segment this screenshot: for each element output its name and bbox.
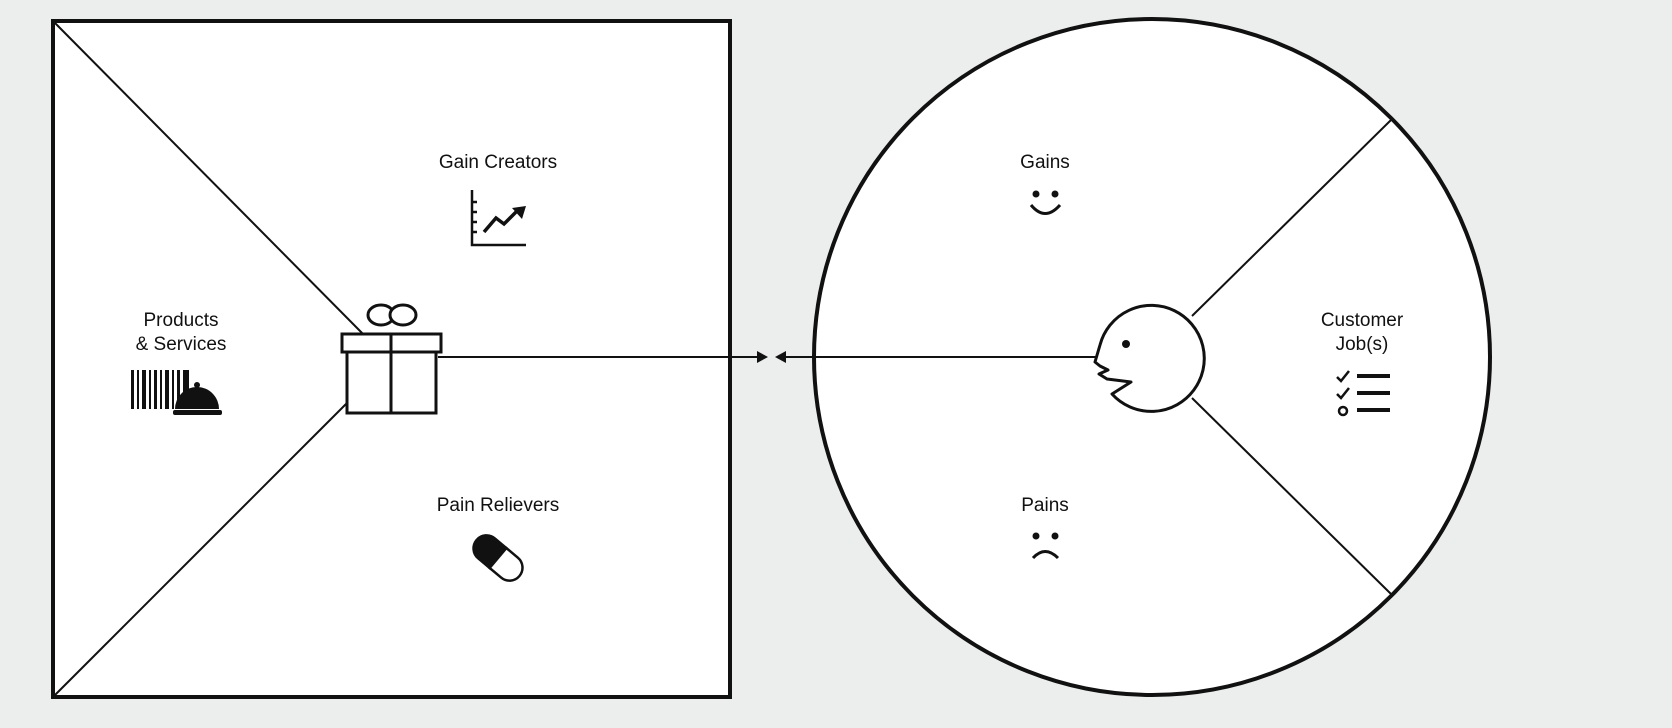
- gains-label: Gains: [1020, 152, 1070, 173]
- products-services-label-line1: Products: [144, 310, 219, 331]
- smiley-icon: [1029, 190, 1062, 215]
- divider-line-top: [1191, 119, 1392, 317]
- customer-jobs-label-line1: Customer: [1321, 310, 1404, 331]
- gift-icon: [340, 303, 443, 415]
- pill-icon: [472, 534, 524, 582]
- barcode-bell-icon: [131, 370, 222, 415]
- value-map: Gain Creators Products & Services: [51, 19, 768, 699]
- arrowhead-right: [757, 351, 768, 363]
- divider-line-bottom: [1191, 397, 1392, 595]
- customer-face-icon: [1093, 303, 1206, 413]
- pain-relievers-label: Pain Relievers: [437, 495, 560, 516]
- products-services-label-line2: & Services: [136, 334, 227, 355]
- sad-face-icon: [1031, 532, 1060, 560]
- pains-label: Pains: [1021, 495, 1069, 516]
- arrowhead-left: [775, 351, 786, 363]
- chart-up-icon: [470, 190, 526, 247]
- checklist-icon: [1336, 370, 1390, 417]
- customer-profile: Gains Customer Job(s) Pains: [775, 17, 1492, 697]
- diagonal-line-bottom: [54, 399, 351, 696]
- diagonal-line-top: [54, 22, 366, 337]
- gain-creators-label: Gain Creators: [439, 152, 557, 173]
- customer-jobs-label-line2: Job(s): [1336, 334, 1389, 355]
